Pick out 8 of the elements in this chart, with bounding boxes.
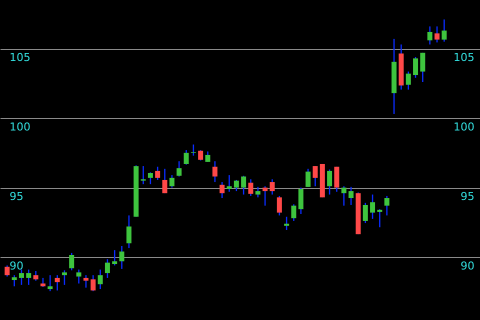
y2-tick-label: 100 (454, 120, 474, 134)
y2-tick-label: 105 (454, 51, 474, 64)
y-tick-label: 105 (10, 51, 30, 64)
y-tick-label: 100 (10, 120, 30, 134)
y2-tick-label: 90 (460, 260, 474, 273)
y-tick-label: 90 (10, 260, 24, 273)
y-tick-label: 95 (10, 190, 24, 204)
y2-tick-label: 95 (460, 190, 474, 204)
